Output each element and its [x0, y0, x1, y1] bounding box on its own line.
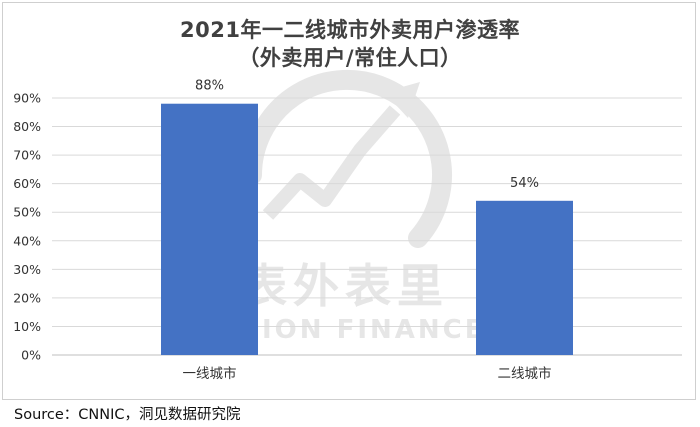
watermark-ring: [242, 69, 452, 248]
y-tick-label: 60%: [13, 176, 41, 191]
y-tick-label: 50%: [13, 205, 41, 220]
gridlines: [52, 97, 682, 356]
y-axis-ticks: 0% 10% 20% 30% 40% 50% 60% 70% 80% 90%: [13, 91, 41, 363]
chart-frame: [2, 2, 696, 400]
chart-subtitle: （外卖用户/常住人口）: [238, 46, 462, 70]
source-note: Source：CNNIC，洞见数据研究院: [14, 407, 241, 423]
data-label: 88%: [195, 79, 224, 94]
y-tick-label: 40%: [13, 233, 41, 248]
chart-title: 2021年一二线城市外卖用户渗透率: [180, 18, 520, 42]
y-tick-label: 30%: [13, 262, 41, 277]
y-tick-label: 20%: [13, 290, 41, 305]
x-tick-label: 二线城市: [498, 365, 552, 382]
data-labels: 88% 54%: [195, 79, 539, 191]
x-tick-label: 一线城市: [183, 365, 237, 382]
bar: [161, 103, 258, 355]
y-tick-label: 0%: [21, 348, 41, 363]
watermark-arrow: [262, 105, 401, 220]
y-tick-label: 80%: [13, 119, 41, 134]
bars: [161, 103, 573, 355]
y-tick-label: 70%: [13, 148, 41, 163]
watermark-brand-cn: 表外表里: [241, 259, 449, 313]
y-tick-label: 10%: [13, 319, 41, 334]
watermark-arrowhead: [384, 82, 420, 118]
bar: [476, 200, 573, 355]
y-tick-label: 90%: [13, 91, 41, 106]
x-axis-ticks: 一线城市 二线城市: [183, 365, 552, 382]
data-label: 54%: [510, 176, 539, 191]
